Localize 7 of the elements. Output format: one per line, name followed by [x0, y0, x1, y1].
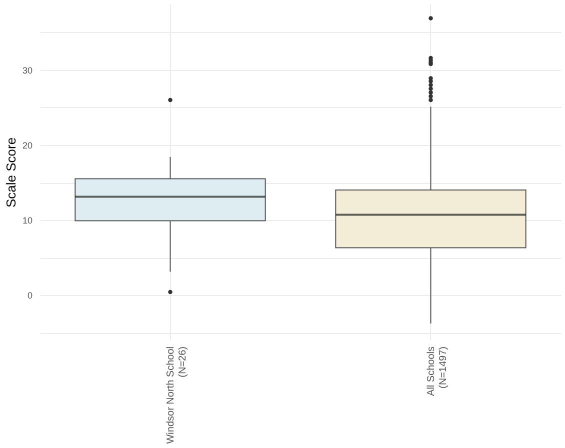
y-axis-title: Scale Score — [3, 137, 18, 208]
y-tick-label: 10 — [22, 216, 32, 226]
y-tick-label: 30 — [22, 66, 32, 76]
y-tick-label: 0 — [27, 290, 32, 300]
x-tick-label: All Schools (N=1497) — [426, 346, 449, 396]
y-tick-label: 20 — [22, 140, 32, 150]
x-tick-label: Windsor North School (N=26) — [165, 346, 188, 444]
